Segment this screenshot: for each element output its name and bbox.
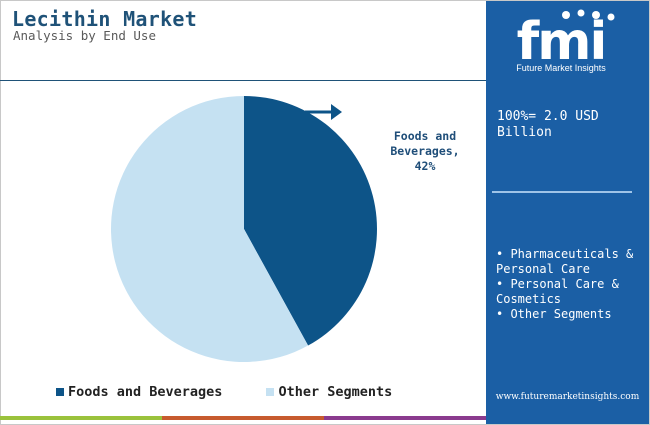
slice-label-line-3: 42%: [414, 159, 436, 173]
legend-swatch-other-segments: [266, 388, 275, 396]
slice-label-foods-and-beverages: Foods and Beverages, 42%: [375, 129, 475, 174]
legend-label: Other Segments: [278, 384, 393, 400]
legend-item-foods-and-beverages: Foods and Beverages: [56, 384, 222, 400]
slice-label-line-2: Beverages,: [390, 144, 460, 158]
bottom-bar-segment-orange: [162, 416, 324, 420]
chart-legend: Foods and Beverages Other Segments: [56, 384, 392, 400]
segment-item: • Other Segments: [496, 307, 612, 321]
chart-subtitle: Analysis by End Use: [13, 28, 156, 43]
pie-slice-foods-and-beverages: [244, 96, 378, 346]
annotation-arrow: [305, 104, 342, 120]
legend-swatch-foods-and-beverages: [56, 388, 64, 396]
chart-title: Lecithin Market: [12, 7, 198, 31]
slice-label-line-1: Foods and: [393, 129, 457, 143]
market-total: 100%= 2.0 USD Billion: [497, 109, 599, 140]
bottom-color-bar: [0, 416, 486, 420]
pie-chart: [111, 96, 378, 362]
segment-list: • Pharmaceuticals & Personal Care • Pers…: [496, 247, 644, 322]
bottom-bar-segment-purple: [324, 416, 486, 420]
bottom-bar-segment-green: [0, 416, 162, 420]
logo-subtitle: Future Market Insights: [516, 63, 606, 73]
logo-wordmark: fmi: [517, 12, 606, 72]
website-url[interactable]: www.futuremarketinsights.com: [495, 392, 640, 402]
fmi-logo: fmi: [517, 9, 615, 72]
segment-item: • Pharmaceuticals & Personal Care: [496, 247, 634, 276]
sidebar-divider: [492, 191, 632, 193]
segment-item: • Personal Care & Cosmetics: [496, 277, 619, 306]
pie-slice-other-segments: [111, 96, 309, 362]
legend-label: Foods and Beverages: [68, 384, 223, 400]
header-divider: [0, 80, 486, 81]
legend-item-other-segments: Other Segments: [266, 384, 392, 400]
info-sidebar: fmi Future Market Insights 100%= 2.0 USD…: [486, 1, 649, 424]
